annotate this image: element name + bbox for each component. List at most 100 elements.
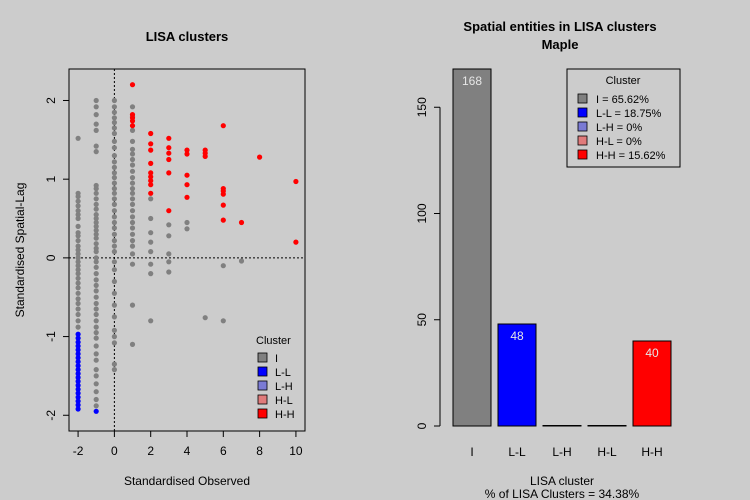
scatter-point-h-h xyxy=(184,172,190,178)
scatter-point-i xyxy=(111,153,117,159)
scatter-y-axis: -2 -1 0 1 2 xyxy=(44,97,70,421)
y-tick-label: 0 xyxy=(44,254,58,261)
scatter-point-i xyxy=(202,315,208,321)
x-tick-label: 10 xyxy=(289,444,303,458)
scatter-point-i xyxy=(111,225,117,231)
scatter-point-h-h xyxy=(293,178,299,185)
scatter-point-l-l xyxy=(75,367,81,373)
bar-category-label: L-H xyxy=(552,445,571,459)
scatter-point-i xyxy=(93,367,99,373)
scatter-point-h-h xyxy=(148,182,154,188)
scatter-point-i xyxy=(184,226,190,232)
scatter-point-i xyxy=(93,231,99,237)
scatter-point-i xyxy=(75,251,81,257)
legend-swatch xyxy=(257,394,268,405)
scatter-point-i xyxy=(93,249,99,255)
scatter-point-i xyxy=(93,212,99,218)
scatter-point-i xyxy=(111,138,117,144)
bar-l-h xyxy=(542,425,582,427)
scatter-point-i xyxy=(93,357,99,363)
scatter-point-i xyxy=(93,324,99,330)
scatter-point-h-h xyxy=(184,194,190,200)
bar-category-label: I xyxy=(470,445,473,459)
scatter-point-i xyxy=(129,180,136,186)
scatter-point-i xyxy=(93,389,99,395)
lisa-bar-chart: Spatial entities in LISA clusters Maple … xyxy=(415,19,681,500)
scatter-point-h-h xyxy=(148,147,154,153)
scatter-point-h-h xyxy=(129,82,136,88)
bar-h-l xyxy=(587,425,627,427)
scatter-point-i xyxy=(93,306,99,312)
scatter-point-l-l xyxy=(75,402,81,408)
scatter-point-l-l xyxy=(75,363,81,369)
bar-legend-label: H-H = 15.62% xyxy=(596,150,666,162)
scatter-point-h-h xyxy=(166,150,172,156)
scatter-point-i xyxy=(129,151,136,157)
scatter-point-i xyxy=(75,275,81,281)
x-tick-label: 4 xyxy=(184,444,191,458)
legend-label: H-H xyxy=(275,409,295,421)
y-tick-label: -1 xyxy=(44,331,58,342)
scatter-point-h-h xyxy=(220,217,226,223)
scatter-point-i xyxy=(111,302,117,308)
scatter-point-l-l xyxy=(75,355,81,361)
bar-y-axis: 0 50 100 150 xyxy=(415,97,441,429)
scatter-point-l-l xyxy=(75,406,81,412)
scatter-point-i xyxy=(148,230,154,236)
bar-marks: 168 48 40 xyxy=(452,68,672,427)
scatter-point-i xyxy=(93,294,99,300)
scatter-point-i xyxy=(111,115,117,121)
scatter-point-l-l xyxy=(75,331,81,337)
scatter-point-i xyxy=(111,175,117,181)
scatter-point-i xyxy=(129,225,136,231)
scatter-point-i xyxy=(93,206,99,212)
scatter-point-h-h xyxy=(148,190,154,196)
scatter-point-i xyxy=(111,340,117,346)
bar-h-h xyxy=(632,340,672,427)
scatter-point-i xyxy=(75,259,81,265)
scatter-point-i xyxy=(148,215,154,222)
scatter-point-i xyxy=(111,119,117,126)
bar-y-tick-label: 50 xyxy=(415,313,429,327)
scatter-legend: Cluster I L-L L-H H-L H-H xyxy=(256,335,295,421)
scatter-point-i xyxy=(75,215,81,222)
scatter-point-i xyxy=(93,112,99,118)
bar-legend-swatch xyxy=(577,149,588,160)
scatter-point-i xyxy=(238,258,245,264)
scatter-point-l-l xyxy=(75,394,81,400)
scatter-point-i xyxy=(111,259,117,265)
scatter-point-i xyxy=(93,241,99,247)
scatter-point-i xyxy=(93,277,99,283)
scatter-point-l-l xyxy=(75,398,81,404)
scatter-point-i xyxy=(75,285,81,291)
scatter-x-axis: -2 0 2 4 6 8 10 xyxy=(73,430,303,458)
scatter-point-i xyxy=(93,104,99,110)
bar-footnote: % of LISA Clusters = 34.38% xyxy=(485,487,640,500)
scatter-point-i xyxy=(93,381,99,387)
scatter-point-i xyxy=(93,330,99,336)
scatter-point-i xyxy=(129,243,136,249)
scatter-point-i xyxy=(129,251,136,257)
scatter-point-i xyxy=(111,238,117,244)
scatter-point-h-h xyxy=(129,118,136,124)
scatter-point-i xyxy=(111,201,117,207)
scatter-point-h-h xyxy=(220,191,226,197)
scatter-point-i xyxy=(111,290,117,296)
scatter-point-i xyxy=(129,186,136,192)
y-tick-label: 1 xyxy=(44,176,58,183)
scatter-point-i xyxy=(75,311,81,318)
scatter-point-i xyxy=(75,203,81,209)
scatter-point-h-h xyxy=(220,202,226,208)
scatter-point-i xyxy=(129,219,136,226)
bar-category-label: H-H xyxy=(641,445,662,459)
lisa-scatter-plot: LISA clusters -2 0 2 4 6 8 10 -2 -1 0 1 2 Standard… xyxy=(13,29,306,488)
scatter-point-l-l xyxy=(75,374,81,381)
scatter-point-i xyxy=(111,196,117,202)
scatter-point-i xyxy=(220,263,226,269)
bar-i xyxy=(452,68,492,427)
scatter-point-i xyxy=(111,208,117,214)
scatter-point-i xyxy=(111,170,117,176)
scatter-point-h-h xyxy=(148,141,154,147)
scatter-point-i xyxy=(111,334,117,340)
